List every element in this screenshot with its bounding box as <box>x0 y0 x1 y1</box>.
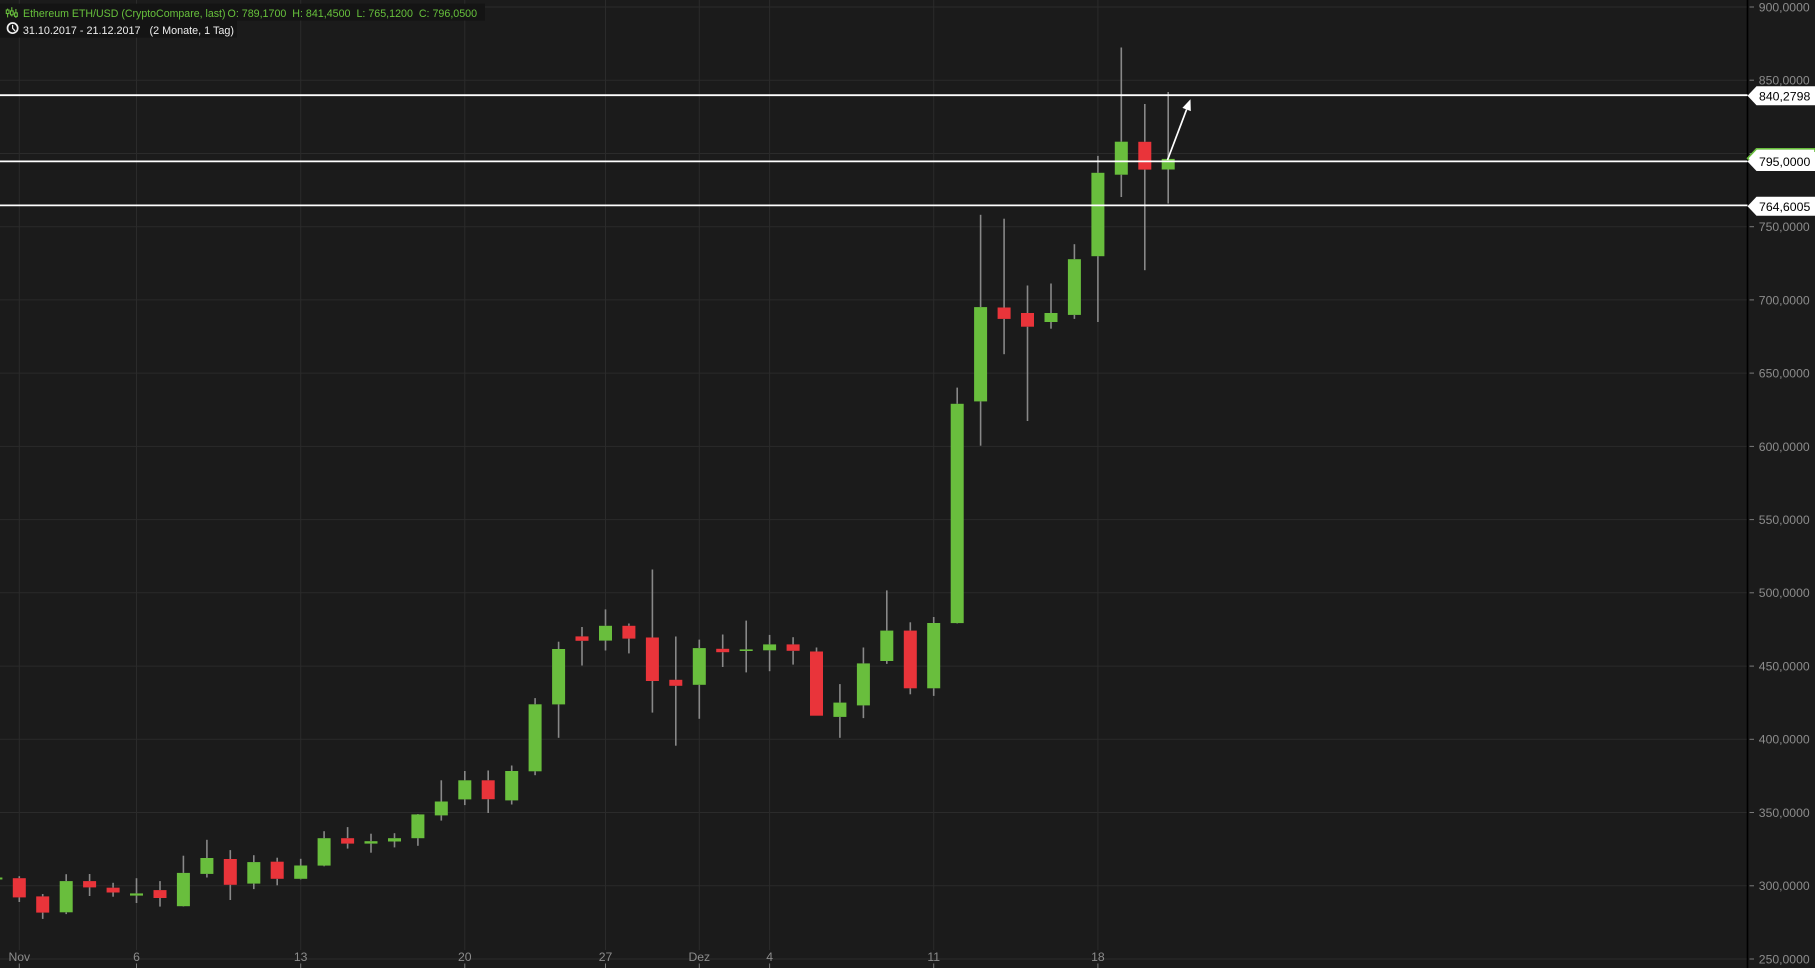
svg-text:700,0000: 700,0000 <box>1759 293 1810 307</box>
svg-text:250,0000: 250,0000 <box>1759 952 1810 966</box>
svg-text:27: 27 <box>599 950 613 964</box>
svg-text:Ethereum ETH/USD (CryptoCompar: Ethereum ETH/USD (CryptoCompare, last) <box>23 8 226 20</box>
svg-text:6: 6 <box>133 950 140 964</box>
svg-text:500,0000: 500,0000 <box>1759 586 1810 600</box>
svg-text:4: 4 <box>766 950 773 964</box>
svg-text:850,0000: 850,0000 <box>1759 74 1810 88</box>
svg-text:840,2798: 840,2798 <box>1759 89 1810 103</box>
svg-text:650,0000: 650,0000 <box>1759 367 1810 381</box>
svg-text:Nov: Nov <box>8 950 31 964</box>
svg-text:300,0000: 300,0000 <box>1759 879 1810 893</box>
svg-text:11: 11 <box>927 950 940 964</box>
svg-text:20: 20 <box>458 950 472 964</box>
svg-text:31.10.2017 - 21.12.2017 (2 M: 31.10.2017 - 21.12.2017 (2 Monate, 1 Tag… <box>23 25 234 37</box>
svg-text:O: 789,1700 H: 841,4500 L: 7: O: 789,1700 H: 841,4500 L: 765,1200 C: 7… <box>228 8 478 20</box>
svg-text:750,0000: 750,0000 <box>1759 220 1810 234</box>
svg-text:450,0000: 450,0000 <box>1759 660 1810 674</box>
svg-text:764,6005: 764,6005 <box>1759 200 1810 214</box>
svg-text:550,0000: 550,0000 <box>1759 513 1810 527</box>
svg-text:13: 13 <box>294 950 308 964</box>
svg-text:600,0000: 600,0000 <box>1759 440 1810 454</box>
svg-text:900,0000: 900,0000 <box>1759 0 1810 14</box>
svg-text:18: 18 <box>1091 950 1105 964</box>
svg-text:Dez: Dez <box>688 950 710 964</box>
svg-text:350,0000: 350,0000 <box>1759 806 1810 820</box>
svg-text:795,0000: 795,0000 <box>1759 155 1810 169</box>
svg-text:400,0000: 400,0000 <box>1759 733 1810 747</box>
